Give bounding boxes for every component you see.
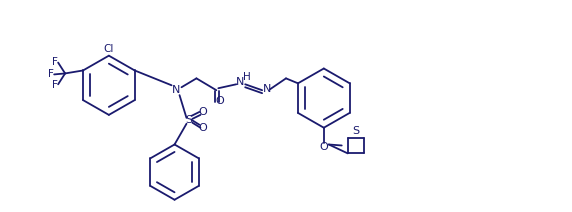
Text: N: N (236, 77, 244, 87)
Text: Cl: Cl (104, 44, 114, 54)
Text: O: O (215, 96, 224, 106)
Text: S: S (185, 115, 192, 125)
Text: F: F (48, 69, 54, 80)
Text: S: S (352, 126, 359, 136)
Text: N: N (172, 85, 181, 95)
Text: O: O (319, 142, 328, 152)
Text: F: F (52, 80, 58, 90)
Text: O: O (198, 123, 207, 133)
Text: F: F (52, 57, 58, 67)
Text: N: N (263, 84, 271, 94)
Text: O: O (198, 107, 207, 117)
Text: H: H (243, 72, 251, 82)
